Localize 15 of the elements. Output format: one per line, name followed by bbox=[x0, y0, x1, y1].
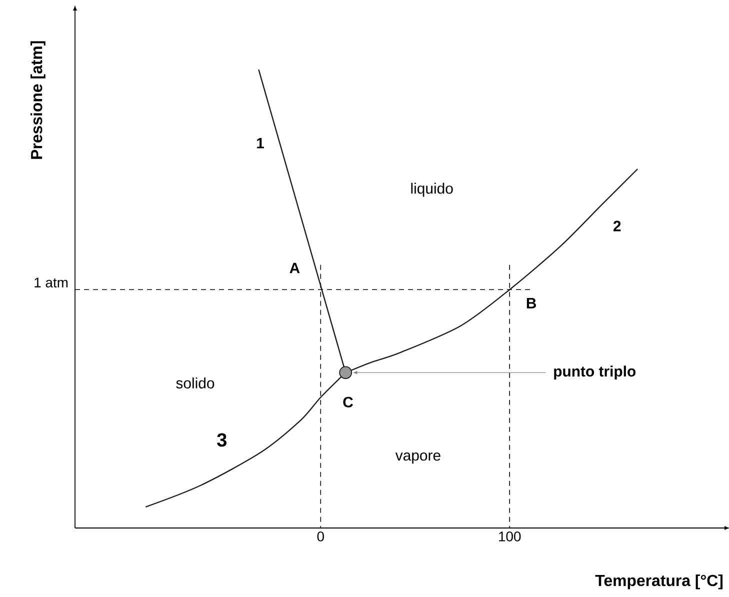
annotation: liquido bbox=[411, 182, 453, 197]
annotation: solido bbox=[176, 377, 214, 388]
ref-line-label: 1 atm bbox=[34, 278, 68, 288]
x-axis-title: Temperatura [°C] bbox=[595, 574, 723, 590]
annotation: A bbox=[290, 262, 300, 274]
annotation: 2 bbox=[613, 220, 621, 232]
annotation: 1 bbox=[257, 138, 264, 148]
x-tick-label: 0 bbox=[317, 532, 324, 542]
annotation: punto triplo bbox=[554, 366, 636, 380]
annotation: B bbox=[526, 298, 536, 308]
annotation: C bbox=[343, 396, 353, 408]
annotation: vapore bbox=[395, 452, 440, 464]
y-axis-title: Pressione [atm] bbox=[30, 41, 46, 159]
x-tick-label: 100 bbox=[499, 532, 521, 542]
annotation: 3 bbox=[217, 433, 226, 447]
